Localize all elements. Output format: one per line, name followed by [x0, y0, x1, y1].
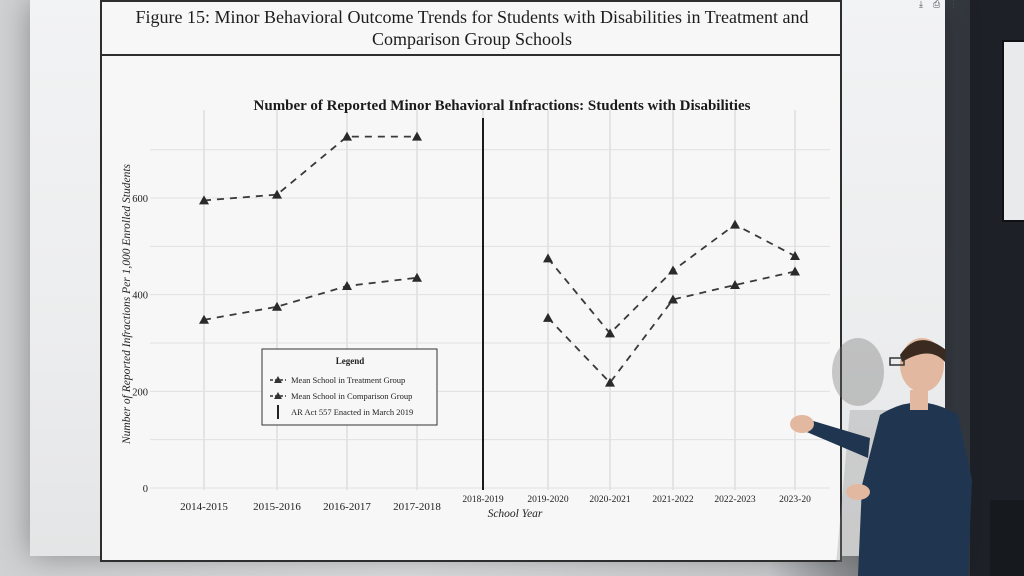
more-icon[interactable]: ⋮: [949, 0, 958, 10]
presenter: [790, 338, 972, 576]
series-line-comparison-post: [547, 270, 796, 385]
x-tick-label: 2015-2016: [253, 501, 301, 513]
x-tick-label: 2023-20: [779, 495, 811, 505]
y-axis-label: Number of Reported Infractions Per 1,000…: [121, 163, 133, 445]
data-point-comparison: [199, 314, 209, 324]
legend-entry-treatment: Mean School in Treatment Group: [291, 375, 405, 385]
data-point-comparison: [412, 272, 422, 282]
presenter-hand: [790, 415, 814, 433]
data-point-comparison: [342, 280, 352, 290]
x-tick-label: 2018-2019: [462, 495, 503, 505]
x-axis-label: School Year: [488, 508, 543, 520]
figure-title-line1: Figure 15: Minor Behavioral Outcome Tren…: [135, 7, 809, 27]
legend-entry-comparison: Mean School in Comparison Group: [291, 391, 412, 401]
axis-ticks: 0 200 400 600 2014-2015 2015-2016 2016-2017 201…: [132, 194, 811, 513]
chart-grid: [150, 110, 830, 490]
slide: Figure 15: Minor Behavioral Outcome Tren…: [100, 0, 842, 562]
presenter-hair: [900, 340, 946, 362]
data-point-comparison: [272, 301, 282, 311]
series-line-treatment-pre: [203, 135, 417, 202]
series-line-treatment-post: [547, 223, 796, 335]
x-tick-label: 2019-2020: [527, 495, 568, 505]
legend-marker-comparison: [274, 392, 282, 399]
legend-marker-treatment: [274, 376, 282, 383]
data-point-treatment: [605, 328, 615, 338]
x-tick-label: 2021-2022: [652, 495, 693, 505]
side-monitor: [1002, 40, 1024, 222]
presenter-glasses: [889, 357, 905, 366]
legend-title: Legend: [336, 356, 365, 366]
legend-box: [261, 348, 438, 426]
data-point-comparison: [543, 312, 553, 322]
presenter-arm: [802, 420, 870, 458]
presenter-shadow: [832, 338, 884, 406]
data-point-treatment: [272, 189, 282, 199]
y-tick-label: 600: [132, 194, 148, 205]
figure-title-line2: Comparison Group Schools: [372, 29, 572, 49]
download-icon[interactable]: ⤓: [919, 0, 923, 10]
x-tick-label: 2014-2015: [180, 501, 228, 513]
presenter-neck: [910, 390, 928, 410]
print-icon[interactable]: ⎙: [933, 0, 941, 10]
data-point-treatment: [412, 131, 422, 141]
data-point-treatment: [790, 251, 800, 261]
data-point-treatment: [199, 195, 209, 205]
figure-title: Figure 15: Minor Behavioral Outcome Tren…: [102, 6, 842, 50]
chart-title: Number of Reported Minor Behavioral Infr…: [254, 98, 751, 114]
legend-entry-act: AR Act 557 Enacted in March 2019: [291, 407, 413, 417]
x-tick-label: 2022-2023: [714, 495, 755, 505]
data-point-comparison: [668, 294, 678, 304]
desk: [990, 500, 1024, 576]
data-point-treatment: [730, 219, 740, 229]
data-point-comparison: [605, 377, 615, 387]
presenter-hand-2: [846, 484, 870, 500]
y-tick-label: 0: [143, 484, 148, 495]
presenter-jacket: [858, 402, 972, 576]
data-point-treatment: [668, 265, 678, 275]
title-divider: [102, 54, 840, 56]
data-point-comparison: [790, 266, 800, 276]
data-point-comparison: [730, 280, 740, 290]
data-point-treatment: [342, 131, 352, 141]
series-line-comparison-pre: [203, 276, 418, 321]
chart-series: [199, 118, 800, 490]
y-tick-label: 200: [132, 387, 148, 398]
x-tick-label: 2020-2021: [589, 495, 630, 505]
x-tick-label: 2016-2017: [323, 501, 371, 513]
x-tick-label: 2017-2018: [393, 501, 441, 513]
data-point-treatment: [543, 253, 553, 263]
legend: Legend Mean School in Treatment Group Me…: [261, 348, 438, 426]
y-tick-label: 400: [132, 291, 148, 302]
